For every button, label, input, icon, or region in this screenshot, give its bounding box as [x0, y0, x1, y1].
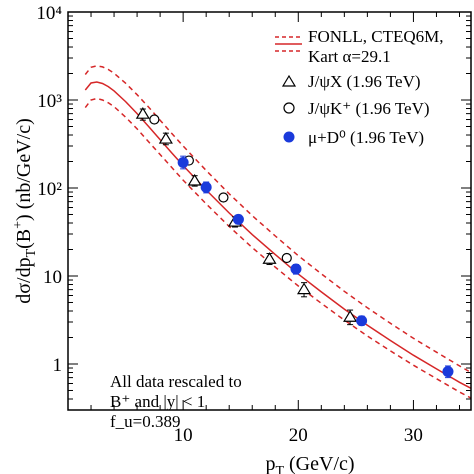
point-mud0-5: [442, 366, 454, 378]
x-axis-title: pT (GeV/c): [265, 453, 354, 474]
point-jpsik-3: [281, 252, 292, 264]
point-jpsik-0: [149, 114, 160, 125]
point-jpsix-5: [296, 282, 312, 295]
note-line-1: All data rescaled to: [110, 372, 242, 391]
note-box: All data rescaled to B⁺ and |y| < 1 f_u=…: [110, 372, 242, 431]
y-tick-label-10000: 10⁴: [36, 3, 62, 24]
point-jpsik-2: [218, 192, 229, 203]
y-axis-title: dσ/dpT(B+) (nb/GeV/c): [11, 118, 39, 304]
y-tick-label-100: 10²: [37, 179, 62, 200]
tick-labels: 10 20 30 1 10 10² 10³ 10⁴: [36, 3, 423, 446]
x-tick-label-30: 30: [404, 425, 423, 446]
legend-marker-open-circle: [283, 102, 295, 114]
theory-curve-lower: [84, 97, 472, 399]
point-jpsix-4: [262, 252, 277, 264]
plot-frame: [67, 11, 472, 411]
axis-ticks: [67, 11, 471, 411]
legend-theory-label-2: Kart α=29.1: [308, 47, 391, 66]
note-line-3: f_u=0.389: [110, 412, 181, 431]
point-jpsix-6: [343, 310, 358, 322]
point-mud0-4: [356, 315, 368, 327]
point-jpsix-2: [187, 173, 202, 186]
y-tick-label-1: 1: [53, 355, 63, 376]
legend-marker-triangle: [281, 74, 297, 87]
x-tick-label-10: 10: [174, 425, 193, 446]
theory-curve-upper: [84, 65, 472, 374]
x-tick-label-20: 20: [289, 425, 308, 446]
point-mud0-3: [290, 263, 302, 275]
point-mud0-1: [200, 181, 212, 193]
note-line-2: B⁺ and |y| < 1: [110, 392, 205, 411]
legend-series-1-label: J/ψX (1.96 TeV): [308, 72, 421, 91]
y-tick-label-1000: 10³: [37, 91, 62, 112]
legend-series-3-label: μ+D⁰ (1.96 TeV): [308, 128, 424, 147]
point-jpsix-1: [158, 131, 173, 144]
data-points: [135, 107, 454, 379]
legend: FONLL, CTEQ6M, Kart α=29.1 J/ψX (1.96 Te…: [275, 27, 444, 147]
point-mud0-2: [232, 213, 244, 225]
legend-series-2-label: J/ψK⁺ (1.96 TeV): [308, 99, 430, 118]
point-jpsix-0: [135, 107, 150, 119]
legend-theory-label-1: FONLL, CTEQ6M,: [308, 27, 444, 46]
y-tick-label-10: 10: [43, 267, 62, 288]
point-mud0-0: [177, 156, 189, 168]
legend-marker-filled-circle: [283, 131, 295, 143]
